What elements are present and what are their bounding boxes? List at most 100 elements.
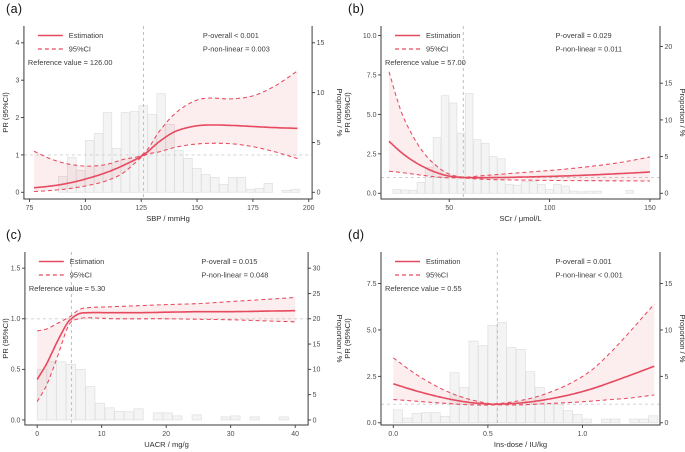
svg-text:20: 20 <box>665 44 673 51</box>
svg-text:PR (95%CI): PR (95%CI) <box>1 92 10 133</box>
svg-text:0.0: 0.0 <box>388 431 398 438</box>
svg-text:0: 0 <box>313 417 317 424</box>
panel-label-c: (c) <box>6 228 22 242</box>
panel-d: (d) 0.0 0.5 1.0 0.0 2.5 5.0 7.5 0 5 10 15 Ins-dose … <box>342 226 685 452</box>
svg-text:Estimation: Estimation <box>426 31 461 40</box>
svg-text:175: 175 <box>247 205 259 212</box>
svg-text:UACR / mg/g: UACR / mg/g <box>144 440 189 449</box>
svg-text:0.0: 0.0 <box>11 417 21 424</box>
svg-text:4: 4 <box>16 40 20 47</box>
svg-text:20: 20 <box>313 316 321 323</box>
svg-text:100: 100 <box>544 205 556 212</box>
panel-c: (c) 0 10 20 30 40 0.0 0.5 1.0 1.5 0 5 10 15 20 25 30 UAC… <box>0 226 342 452</box>
svg-text:Estimation: Estimation <box>69 31 103 40</box>
panel-label-d: (d) <box>348 228 365 242</box>
svg-text:2.5: 2.5 <box>367 374 377 381</box>
svg-text:Proportion / %: Proportion / % <box>678 88 685 136</box>
svg-text:150: 150 <box>191 205 203 212</box>
svg-text:Ins-dose / IU/kg: Ins-dose / IU/kg <box>494 440 547 449</box>
chart-panel-b: 50 100 150 0.0 2.5 5.0 7.5 10.0 0 5 10 15 20 SCr / μm… <box>343 26 685 223</box>
svg-text:95%CI: 95%CI <box>426 45 448 54</box>
svg-text:10: 10 <box>98 431 106 438</box>
svg-text:Proportion / %: Proportion / % <box>678 314 685 362</box>
svg-text:0.5: 0.5 <box>483 431 493 438</box>
svg-text:P-non-linear = 0.048: P-non-linear = 0.048 <box>201 270 268 279</box>
svg-text:Estimation: Estimation <box>70 257 104 266</box>
chart-panel-a: 75 100 125 150 175 200 0 1 2 3 4 0 5 10 15 SBP / mmHg PR… <box>1 26 342 223</box>
svg-text:PR (95%CI): PR (95%CI) <box>1 318 10 359</box>
svg-text:0: 0 <box>665 191 669 198</box>
svg-text:7.5: 7.5 <box>367 72 377 79</box>
svg-text:0: 0 <box>665 420 669 427</box>
svg-text:10: 10 <box>665 117 673 124</box>
svg-text:Reference value = 126.00: Reference value = 126.00 <box>28 58 113 67</box>
svg-text:P-overall = 0.015: P-overall = 0.015 <box>201 257 257 266</box>
svg-text:15: 15 <box>317 40 325 47</box>
svg-text:1.0: 1.0 <box>578 431 588 438</box>
svg-text:7.5: 7.5 <box>367 281 377 288</box>
svg-text:25: 25 <box>313 291 321 298</box>
svg-text:100: 100 <box>80 205 92 212</box>
svg-text:3: 3 <box>16 78 20 85</box>
svg-text:0.0: 0.0 <box>367 420 377 427</box>
svg-text:200: 200 <box>303 205 315 212</box>
svg-text:P-non-linear = 0.003: P-non-linear = 0.003 <box>203 44 270 53</box>
svg-text:PR (95%CI): PR (95%CI) <box>343 92 352 133</box>
svg-text:P-overall < 0.001: P-overall < 0.001 <box>203 31 259 40</box>
svg-text:PR (95%CI): PR (95%CI) <box>343 318 352 359</box>
svg-text:30: 30 <box>313 266 321 273</box>
svg-text:10: 10 <box>313 367 321 374</box>
svg-text:SCr / μmol/L: SCr / μmol/L <box>499 214 541 223</box>
svg-text:P-non-linear < 0.001: P-non-linear < 0.001 <box>556 271 623 280</box>
svg-text:95%CI: 95%CI <box>69 44 91 53</box>
svg-text:1.0: 1.0 <box>11 316 21 323</box>
svg-text:P-overall = 0.029: P-overall = 0.029 <box>556 31 612 40</box>
svg-text:Proportion / %: Proportion / % <box>335 314 342 362</box>
svg-text:75: 75 <box>26 205 34 212</box>
panel-label-a: (a) <box>6 2 23 16</box>
svg-text:0: 0 <box>317 190 321 197</box>
svg-text:P-non-linear = 0.011: P-non-linear = 0.011 <box>556 45 623 54</box>
svg-text:50: 50 <box>445 205 453 212</box>
svg-text:Estimation: Estimation <box>426 257 461 266</box>
svg-text:150: 150 <box>644 205 656 212</box>
svg-text:Reference value = 0.55: Reference value = 0.55 <box>385 284 462 293</box>
svg-text:95%CI: 95%CI <box>70 270 92 279</box>
chart-panel-c: 0 10 20 30 40 0.0 0.5 1.0 1.5 0 5 10 15 20 25 30 UACR / … <box>1 252 342 449</box>
svg-text:15: 15 <box>313 341 321 348</box>
panel-a: (a) 75 100 125 150 175 200 0 1 2 3 4 0 5 10 15 SBP / mm… <box>0 0 342 226</box>
svg-text:Reference value = 57.00: Reference value = 57.00 <box>385 58 466 67</box>
svg-text:2.5: 2.5 <box>367 151 377 158</box>
svg-text:1.5: 1.5 <box>11 266 21 273</box>
svg-text:SBP / mmHg: SBP / mmHg <box>146 214 190 223</box>
svg-text:5.0: 5.0 <box>367 112 377 119</box>
svg-text:125: 125 <box>135 205 147 212</box>
panel-b: (b) 50 100 150 0.0 2.5 5.0 7.5 10.0 0 5 10 15 20 SCr … <box>342 0 685 226</box>
svg-text:0.0: 0.0 <box>367 191 377 198</box>
svg-text:Reference value = 5.30: Reference value = 5.30 <box>29 284 105 293</box>
panel-label-b: (b) <box>348 2 365 16</box>
svg-text:5.0: 5.0 <box>367 327 377 334</box>
svg-text:20: 20 <box>162 431 170 438</box>
svg-text:10.0: 10.0 <box>363 33 377 40</box>
svg-text:0: 0 <box>35 431 39 438</box>
svg-text:5: 5 <box>313 392 317 399</box>
svg-text:30: 30 <box>227 431 235 438</box>
svg-text:0.5: 0.5 <box>11 367 21 374</box>
svg-text:1: 1 <box>16 152 20 159</box>
svg-text:15: 15 <box>665 281 673 288</box>
svg-text:2: 2 <box>16 115 20 122</box>
svg-text:5: 5 <box>665 374 669 381</box>
svg-text:5: 5 <box>317 140 321 147</box>
svg-text:10: 10 <box>317 90 325 97</box>
svg-text:95%CI: 95%CI <box>426 271 448 280</box>
svg-text:5: 5 <box>665 154 669 161</box>
svg-text:40: 40 <box>291 431 299 438</box>
chart-panel-d: 0.0 0.5 1.0 0.0 2.5 5.0 7.5 0 5 10 15 Ins-dose / IU… <box>343 252 685 449</box>
svg-text:P-overall = 0.001: P-overall = 0.001 <box>556 257 612 266</box>
svg-text:10: 10 <box>665 327 673 334</box>
svg-text:15: 15 <box>665 81 673 88</box>
svg-text:0: 0 <box>16 190 20 197</box>
svg-text:Proportion / %: Proportion / % <box>335 88 342 136</box>
